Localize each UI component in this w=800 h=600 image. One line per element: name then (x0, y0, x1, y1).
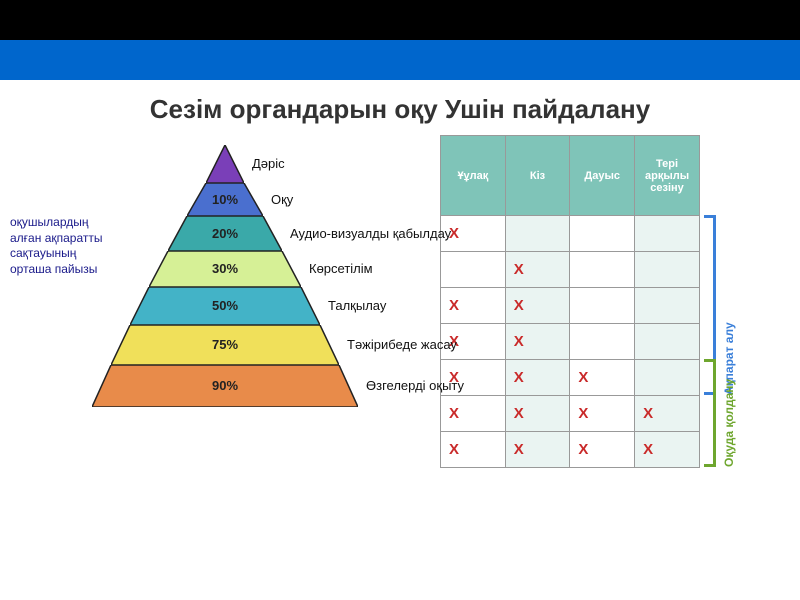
senses-table: ҰұлақКізДауысТері арқылы сезінуXXXXXXXXX… (440, 135, 700, 468)
bracket-area: Ақпарат алуОқуда қолдану (700, 135, 760, 475)
pyramid-label-4: Талқылау (328, 298, 386, 313)
table-cell: X (570, 396, 635, 432)
pyramid-label-0: Дәріс (252, 156, 285, 171)
pyramid-pct-5: 75% (212, 337, 238, 352)
learning-pyramid: Дәріс10%Оқу20%Аудио-визуалды қабылдау30%… (95, 145, 355, 475)
bracket-label-bottom: Оқуда қолдану (722, 359, 736, 467)
pyramid-pct-1: 10% (212, 192, 238, 207)
table-cell: X (570, 432, 635, 468)
pyramid-label-1: Оқу (271, 192, 293, 207)
table-header-2: Дауыс (570, 136, 635, 216)
table-cell: X (570, 360, 635, 396)
table-row: XX (441, 324, 700, 360)
pyramid-panel: оқушылардың алған ақпаратты сақтауының о… (10, 135, 440, 495)
page-title: Сезім органдарын оқу Ушін пайдалану (0, 94, 800, 125)
table-header-3: Тері арқылы сезіну (635, 136, 700, 216)
table-cell: X (441, 432, 506, 468)
table-row: XXXX (441, 396, 700, 432)
table-cell (570, 288, 635, 324)
pyramid-pct-3: 30% (212, 261, 238, 276)
table-row: XXX (441, 360, 700, 396)
pyramid-pct-2: 20% (212, 226, 238, 241)
table-cell: X (635, 432, 700, 468)
header-black (0, 0, 800, 40)
table-cell: X (505, 432, 570, 468)
table-cell (570, 216, 635, 252)
header-blue (0, 40, 800, 80)
table-cell (505, 216, 570, 252)
table-cell (635, 252, 700, 288)
table-cell: X (441, 396, 506, 432)
table-row: X (441, 252, 700, 288)
pyramid-label-2: Аудио-визуалды қабылдау (290, 226, 451, 241)
pyramid-label-6: Өзгелерді оқыту (366, 378, 464, 393)
table-cell: X (635, 396, 700, 432)
pyramid-label-5: Тәжірибеде жасау (347, 337, 457, 352)
table-cell: X (505, 252, 570, 288)
table-row: X (441, 216, 700, 252)
table-row: XXXX (441, 432, 700, 468)
table-cell (635, 288, 700, 324)
table-panel: ҰұлақКізДауысТері арқылы сезінуXXXXXXXXX… (440, 135, 780, 495)
table-cell: X (441, 288, 506, 324)
content-area: оқушылардың алған ақпаратты сақтауының о… (0, 135, 800, 495)
pyramid-pct-4: 50% (212, 298, 238, 313)
header-band (0, 0, 800, 80)
bracket-bottom (704, 359, 716, 467)
pyramid-pct-6: 90% (212, 378, 238, 393)
table-cell (570, 252, 635, 288)
pyramid-label-3: Көрсетілім (309, 261, 373, 276)
table-header-1: Кіз (505, 136, 570, 216)
table-row: XX (441, 288, 700, 324)
table-cell: X (505, 288, 570, 324)
table-cell (635, 216, 700, 252)
table-cell (635, 360, 700, 396)
table-cell (635, 324, 700, 360)
table-cell: X (505, 324, 570, 360)
table-cell (441, 252, 506, 288)
pyramid-level-0 (206, 145, 244, 183)
table-cell (570, 324, 635, 360)
table-cell: X (505, 360, 570, 396)
table-cell: X (505, 396, 570, 432)
table-header-0: Ұұлақ (441, 136, 506, 216)
